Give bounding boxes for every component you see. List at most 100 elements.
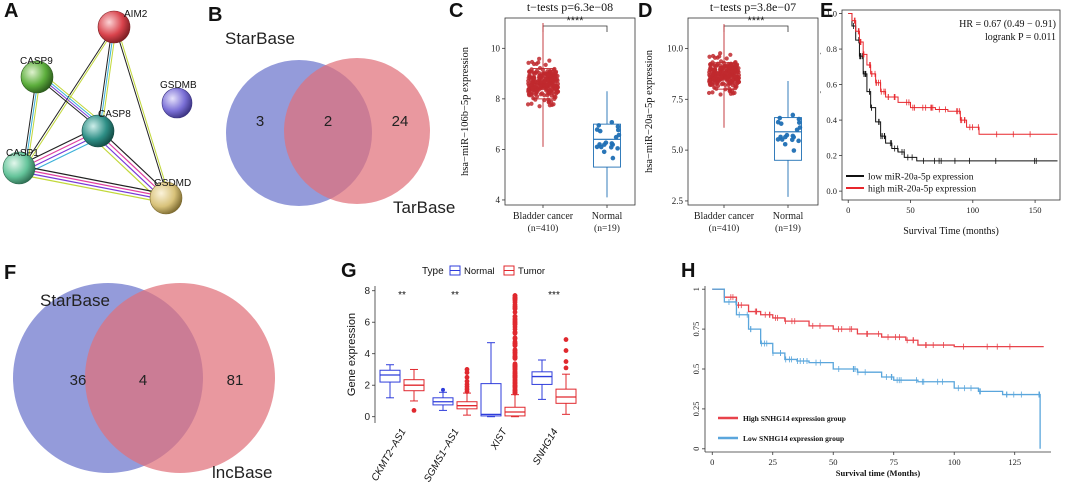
survival-curve	[712, 288, 1044, 348]
box-body	[480, 383, 502, 417]
data-point	[794, 127, 800, 133]
y-tick-label: 0	[364, 412, 370, 423]
data-point	[546, 99, 552, 104]
significance-marker: ***	[548, 290, 560, 301]
x-tick-count: (n=410)	[528, 223, 559, 234]
y-tick-label: 6	[496, 144, 501, 154]
boxplot-gene-expression: 0 2 4 6 8 Gene expression Type Normal Tumor CKMT2…	[346, 265, 577, 484]
data-point	[716, 72, 721, 77]
legend-label: Normal	[464, 266, 495, 277]
data-point	[538, 84, 543, 89]
outlier-point	[512, 347, 518, 353]
data-point	[789, 137, 795, 143]
data-point	[540, 67, 546, 73]
data-point	[543, 62, 548, 68]
y-tick-label: 7.5	[672, 94, 684, 104]
x-tick-label: 100	[966, 205, 979, 215]
y-tick-label: 1.0	[826, 9, 837, 19]
outlier-point	[512, 335, 518, 341]
data-point	[724, 56, 729, 61]
panel-letter-e: E	[820, 0, 834, 22]
data-point	[549, 69, 554, 74]
x-tick-count: (n=19)	[594, 223, 620, 234]
data-point	[596, 123, 602, 128]
outlier-point	[411, 408, 417, 413]
venn-f-overlap-count: 4	[139, 372, 147, 389]
y-tick-label: 8	[364, 286, 370, 297]
outlier-point	[563, 365, 569, 371]
data-point	[539, 73, 544, 78]
data-point	[796, 116, 802, 122]
data-point	[545, 73, 551, 78]
data-point	[555, 78, 560, 83]
data-point	[537, 56, 542, 61]
y-tick-label: 0.6	[826, 80, 837, 90]
node-casp9: CASP9	[20, 56, 54, 94]
data-point	[594, 127, 600, 132]
venn-diagram-f: StarBase lncBase 36 4 81	[13, 283, 275, 482]
data-point	[608, 144, 614, 150]
data-point	[730, 69, 735, 74]
outlier-point	[563, 337, 569, 342]
data-point	[719, 75, 724, 80]
data-point	[714, 63, 719, 68]
data-point	[533, 70, 538, 75]
venn-f-right-label: lncBase	[212, 463, 272, 482]
data-point	[536, 60, 541, 65]
y-tick-label: 2.5	[672, 196, 684, 206]
outlier-point	[512, 343, 518, 349]
y-axis-label: hsa−miR−20a−5p expression	[644, 49, 655, 173]
data-point	[547, 103, 552, 108]
venn-b-right-circle	[284, 58, 430, 204]
panel-letter-g: G	[341, 260, 357, 282]
y-tick-label: 10.0	[667, 43, 683, 53]
data-point	[796, 120, 802, 125]
x-tick-label: 150	[1029, 205, 1042, 215]
y-tick-label: 2	[364, 381, 370, 392]
data-point	[548, 84, 553, 89]
data-point	[531, 61, 537, 67]
data-point	[552, 66, 557, 72]
data-point	[530, 86, 535, 91]
data-point	[528, 69, 533, 74]
data-point	[791, 148, 797, 153]
data-point	[526, 60, 531, 65]
x-tick-label: Bladder cancer	[513, 211, 574, 222]
data-point	[542, 98, 547, 103]
data-point	[538, 92, 543, 97]
data-point	[533, 97, 538, 102]
y-tick-label: 0.5	[691, 364, 701, 375]
data-point	[796, 138, 801, 144]
outlier-point	[464, 378, 470, 384]
node-label-gsdmd: GSDMD	[154, 178, 191, 189]
data-point	[610, 155, 616, 161]
outlier-point	[512, 306, 518, 311]
chart-title: t−tests p=3.8e−07	[710, 0, 796, 14]
panel-letter-d: D	[638, 0, 653, 22]
x-tick-count: (n=410)	[709, 223, 740, 234]
outlier-point	[512, 293, 518, 298]
data-point	[609, 141, 615, 146]
node-gsdmb: GSDMB	[160, 80, 197, 119]
data-point	[713, 68, 718, 73]
node-aim2: AIM2	[97, 9, 148, 44]
outlier-point	[563, 359, 569, 364]
data-point	[529, 80, 534, 85]
data-point	[726, 82, 731, 87]
y-tick-label: 5.0	[672, 145, 684, 155]
y-tick-label: 0.4	[826, 115, 837, 125]
significance-marker: ****	[747, 15, 765, 27]
data-point	[726, 65, 732, 70]
outlier-point	[512, 365, 518, 371]
node-label-casp9: CASP9	[20, 56, 53, 67]
venn-f-right-count: 81	[227, 372, 244, 389]
data-point	[709, 62, 714, 67]
x-tick-label: 125	[1008, 457, 1021, 467]
data-point	[706, 90, 712, 96]
x-tick-label: 75	[889, 457, 898, 467]
data-point	[777, 115, 783, 121]
data-point	[537, 104, 542, 109]
node-label-casp8: CASP8	[98, 109, 131, 120]
data-point	[728, 91, 733, 96]
y-tick-label: 6	[364, 318, 370, 329]
